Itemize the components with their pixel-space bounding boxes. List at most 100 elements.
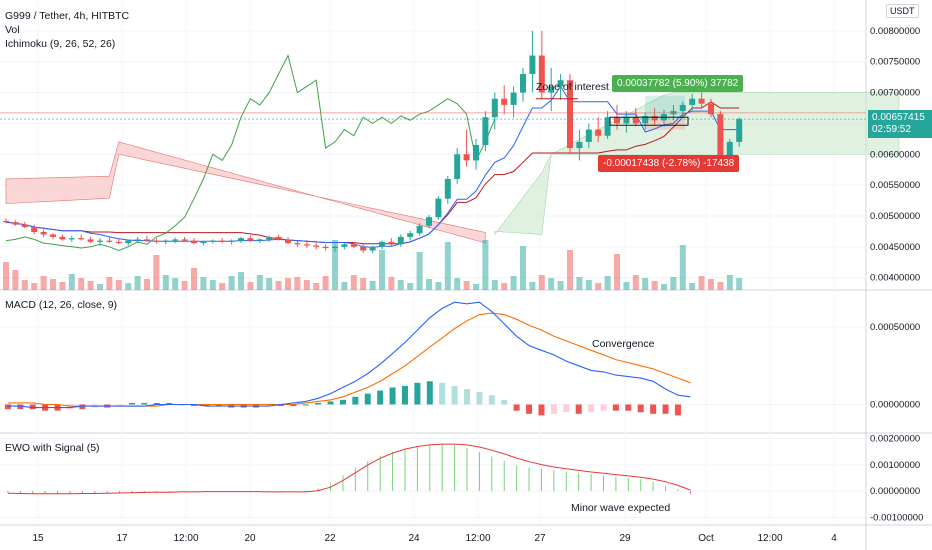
volume-bar bbox=[40, 276, 47, 290]
candle-body bbox=[219, 240, 226, 242]
macd-histogram-bar bbox=[327, 401, 334, 405]
candle bbox=[350, 241, 357, 249]
candle-body bbox=[576, 141, 583, 149]
ewo-signal-line bbox=[7, 443, 691, 495]
macd-histogram-bar bbox=[389, 387, 396, 405]
price-tick-label: 0.00400000 bbox=[870, 273, 920, 284]
candle bbox=[228, 239, 235, 245]
macd-histogram-bar bbox=[476, 392, 483, 405]
candle-body bbox=[482, 117, 489, 145]
candle-body bbox=[275, 236, 282, 240]
candle bbox=[97, 238, 103, 246]
candle-body bbox=[172, 239, 179, 241]
candle-body bbox=[181, 239, 188, 241]
candle-body bbox=[379, 241, 385, 247]
candle bbox=[567, 74, 573, 155]
macd-histogram-bar bbox=[426, 381, 433, 405]
volume-bar bbox=[219, 283, 226, 290]
volume-bar bbox=[134, 276, 141, 290]
price-tick-label: 0.00550000 bbox=[870, 180, 920, 191]
candle-body bbox=[285, 239, 291, 244]
volume-bar bbox=[294, 277, 301, 290]
last-price-value: 0.00657415 bbox=[872, 112, 925, 123]
candle bbox=[313, 243, 320, 250]
candle bbox=[162, 239, 169, 245]
macd-histogram-bar bbox=[302, 404, 309, 406]
volume-bar bbox=[106, 277, 113, 290]
candle bbox=[341, 243, 348, 250]
candle-body bbox=[294, 243, 301, 245]
volume-bar bbox=[115, 280, 122, 290]
volume-bar bbox=[379, 250, 385, 290]
candle-body bbox=[444, 178, 451, 199]
ewo-tick-label: 0.00100000 bbox=[870, 460, 920, 471]
candle bbox=[247, 235, 254, 242]
candle bbox=[444, 175, 451, 204]
candle-body bbox=[698, 98, 705, 104]
macd-histogram-bar bbox=[364, 393, 371, 405]
candle bbox=[651, 107, 658, 125]
candle-body bbox=[632, 117, 639, 124]
currency-badge[interactable]: USDT bbox=[886, 4, 919, 18]
candle-body bbox=[97, 240, 103, 242]
time-tick-label: 20 bbox=[244, 533, 256, 544]
macd-histogram-bar bbox=[401, 385, 408, 405]
volume-bar bbox=[350, 275, 357, 290]
macd-histogram-bar bbox=[17, 404, 24, 410]
macd-histogram-bar bbox=[488, 395, 495, 405]
candle-body bbox=[623, 117, 630, 124]
candle-body bbox=[153, 240, 160, 242]
volume-bar bbox=[162, 275, 169, 290]
macd-histogram-bar bbox=[315, 402, 322, 405]
volume-bar bbox=[397, 280, 404, 290]
candle-body bbox=[50, 234, 56, 237]
candle bbox=[529, 30, 536, 93]
volume-bar bbox=[341, 282, 348, 290]
candle-body bbox=[191, 240, 197, 244]
macd-histogram-bar bbox=[377, 390, 384, 405]
ewo-tick-label: 0.00000000 bbox=[870, 486, 920, 497]
macd-histogram-bar bbox=[513, 404, 520, 411]
volume-bar bbox=[209, 280, 216, 290]
ewo-label[interactable]: EWO with Signal (5) bbox=[5, 442, 100, 454]
volume-bar bbox=[642, 278, 649, 290]
macd-histogram-bar bbox=[141, 402, 148, 405]
candle-body bbox=[407, 233, 414, 237]
candle-body bbox=[350, 244, 357, 247]
volume-bar bbox=[623, 282, 630, 290]
volume-bar bbox=[256, 275, 263, 290]
volume-bar bbox=[125, 283, 132, 290]
candle-body bbox=[538, 55, 545, 93]
candle-body bbox=[557, 80, 564, 87]
time-tick-label: 12:00 bbox=[757, 533, 782, 544]
last-price-tag: 0.00657415 02:59:52 bbox=[868, 110, 932, 138]
candle-body bbox=[520, 74, 526, 93]
candle bbox=[68, 235, 75, 242]
volume-bar bbox=[3, 262, 9, 290]
volume-bar bbox=[68, 274, 75, 290]
vol-label[interactable]: Vol bbox=[5, 24, 20, 36]
time-tick-label: 12:00 bbox=[173, 533, 198, 544]
candle-body bbox=[726, 141, 733, 161]
candle bbox=[369, 245, 376, 253]
measure-loss-area bbox=[645, 119, 685, 130]
volume-bar bbox=[153, 255, 160, 290]
candle-body bbox=[585, 129, 592, 142]
candle bbox=[379, 240, 385, 250]
volume-bar bbox=[444, 242, 451, 290]
candle bbox=[294, 240, 301, 247]
volume-bar bbox=[172, 278, 179, 290]
volume-bar bbox=[679, 245, 686, 290]
volume-bar bbox=[482, 240, 489, 290]
candle bbox=[12, 220, 19, 226]
macd-label[interactable]: MACD (12, 26, close, 9) bbox=[5, 299, 118, 311]
macd-histogram-bar bbox=[650, 404, 657, 414]
macd-histogram-bar bbox=[215, 404, 222, 407]
ichimoku-label[interactable]: Ichimoku (9, 26, 52, 26) bbox=[5, 38, 116, 50]
candle-body bbox=[642, 116, 649, 124]
candle bbox=[698, 92, 705, 108]
candle-body bbox=[473, 145, 479, 161]
candle-body bbox=[360, 246, 367, 251]
candle bbox=[595, 117, 602, 142]
